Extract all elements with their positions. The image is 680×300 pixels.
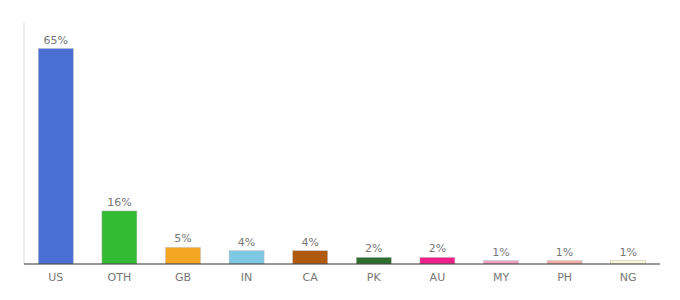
- x-tick-label: PK: [367, 271, 382, 284]
- bar: [166, 247, 201, 264]
- x-tick-labels: US OTH GB IN CA PK AU MY PH NG: [48, 271, 636, 284]
- x-tick-label: IN: [241, 271, 252, 284]
- bars: [38, 49, 645, 264]
- bar: [38, 49, 73, 264]
- data-label: 2%: [429, 242, 446, 255]
- x-tick-label: MY: [493, 271, 509, 284]
- data-label: 2%: [365, 242, 382, 255]
- x-tick-label: OTH: [108, 271, 132, 284]
- data-label: 65%: [44, 34, 68, 47]
- x-tick-label: GB: [175, 271, 191, 284]
- x-tick-label: NG: [620, 271, 637, 284]
- data-label: 4%: [238, 236, 255, 249]
- bar: [356, 257, 391, 264]
- data-label: 4%: [301, 236, 318, 249]
- bar: [229, 251, 264, 264]
- data-label: 1%: [619, 246, 636, 259]
- y-axis-line: [24, 22, 25, 264]
- data-label: 1%: [556, 246, 573, 259]
- bar: [293, 251, 328, 264]
- chart-container: 65% 16% 5% 4% 4% 2% 2% 1% 1% 1% US OTH GB IN CA PK AU MY P…: [0, 0, 680, 300]
- x-axis-line: [24, 263, 660, 264]
- bar: [420, 257, 455, 264]
- data-label: 1%: [492, 246, 509, 259]
- chart-svg: 65% 16% 5% 4% 4% 2% 2% 1% 1% 1% US OTH GB IN CA PK AU MY P…: [0, 0, 680, 300]
- x-tick-label: US: [48, 271, 63, 284]
- data-label: 16%: [107, 196, 131, 209]
- data-labels: 65% 16% 5% 4% 4% 2% 2% 1% 1% 1%: [44, 34, 637, 259]
- bar: [102, 211, 137, 264]
- data-label: 5%: [174, 232, 191, 245]
- x-tick-label: PH: [557, 271, 572, 284]
- x-tick-label: AU: [430, 271, 446, 284]
- x-tick-label: CA: [303, 271, 319, 284]
